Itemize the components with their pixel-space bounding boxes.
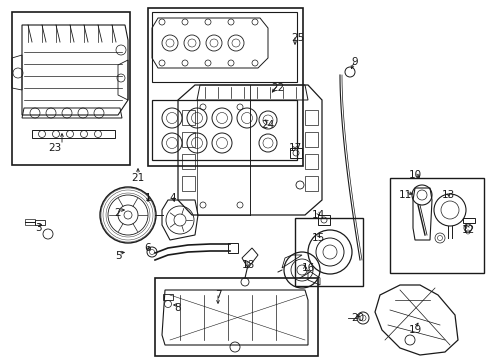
- Text: 22: 22: [271, 83, 284, 93]
- Text: 1: 1: [144, 193, 151, 203]
- Text: 5: 5: [115, 251, 121, 261]
- Bar: [389, 178, 483, 273]
- Text: 16: 16: [301, 263, 314, 273]
- Text: 7: 7: [214, 290, 221, 300]
- Bar: [294, 218, 362, 286]
- Text: 9: 9: [351, 57, 358, 67]
- Text: 12: 12: [461, 225, 474, 235]
- Text: 20: 20: [351, 313, 364, 323]
- Text: 10: 10: [407, 170, 421, 180]
- Text: 13: 13: [441, 190, 454, 200]
- Bar: [155, 278, 317, 356]
- Text: 23: 23: [48, 143, 61, 153]
- Text: 3: 3: [35, 223, 41, 233]
- Text: 4: 4: [169, 193, 176, 203]
- Text: 21: 21: [131, 173, 144, 183]
- Text: 15: 15: [311, 233, 324, 243]
- Text: 14: 14: [311, 210, 324, 220]
- Bar: [152, 100, 296, 160]
- Bar: [148, 8, 303, 166]
- Bar: [12, 12, 130, 165]
- Text: 8: 8: [174, 303, 181, 313]
- Text: 11: 11: [398, 190, 411, 200]
- Text: 2: 2: [115, 208, 121, 218]
- Text: 24: 24: [261, 120, 274, 130]
- Text: 17: 17: [288, 143, 301, 153]
- Text: 19: 19: [407, 325, 421, 335]
- Text: 6: 6: [144, 243, 151, 253]
- Text: 25: 25: [291, 33, 304, 43]
- Bar: [152, 12, 296, 82]
- Text: 18: 18: [241, 260, 254, 270]
